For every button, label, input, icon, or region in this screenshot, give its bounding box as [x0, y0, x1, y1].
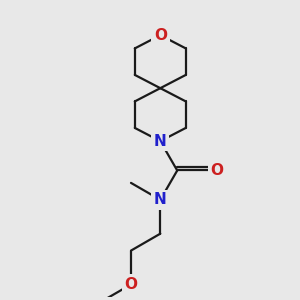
Text: N: N — [154, 192, 167, 207]
Text: O: O — [210, 163, 223, 178]
Text: O: O — [124, 277, 137, 292]
Text: N: N — [154, 134, 167, 149]
Text: O: O — [154, 28, 167, 43]
